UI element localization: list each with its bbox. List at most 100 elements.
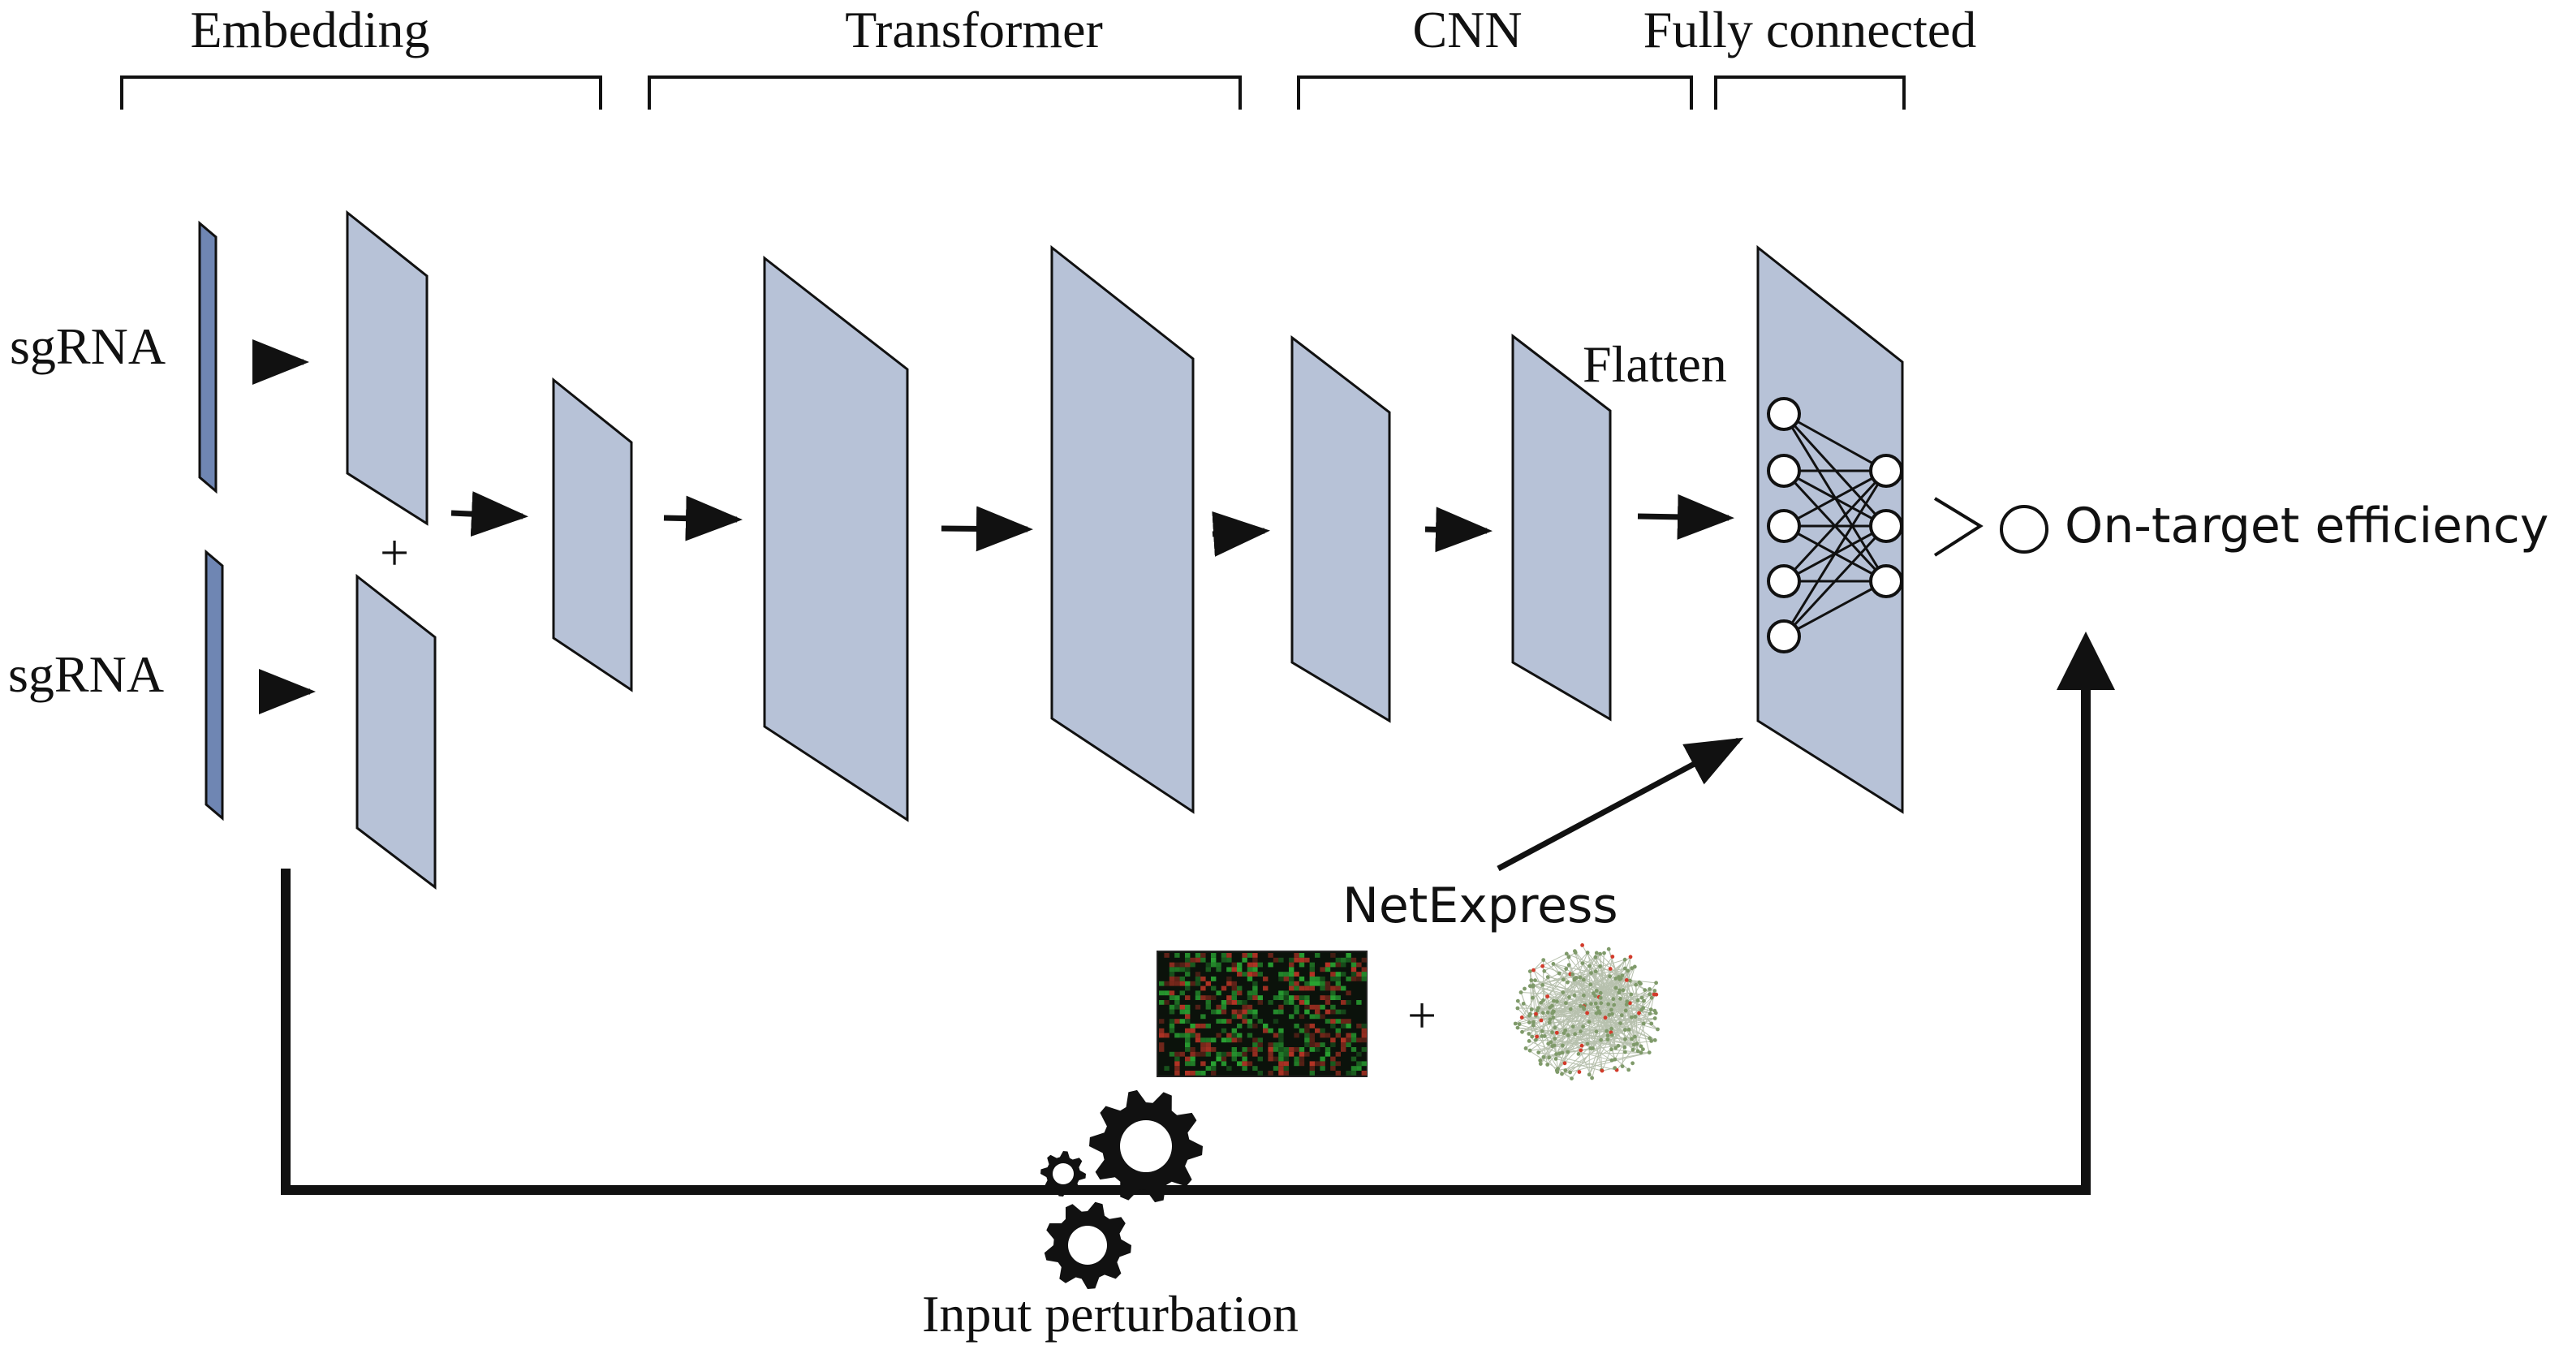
network-edge	[1552, 1032, 1635, 1046]
nn-edge	[1783, 469, 1887, 528]
heatmap-cell	[1195, 1024, 1201, 1028]
heatmap-cell	[1159, 990, 1165, 996]
network-node	[1547, 1020, 1552, 1025]
network-node	[1557, 971, 1562, 976]
heatmap-cell	[1221, 1037, 1227, 1043]
network-node	[1623, 1028, 1627, 1033]
heatmap-cell	[1169, 1024, 1175, 1028]
heatmap-cell	[1179, 990, 1185, 996]
heatmap-cell	[1289, 962, 1294, 968]
network-edge	[1562, 1052, 1650, 1075]
network-node	[1541, 958, 1546, 962]
network-node	[1641, 1006, 1646, 1010]
heatmap-cell	[1304, 1033, 1310, 1038]
network-node	[1589, 971, 1593, 976]
sgrna-bottom-input-bar	[205, 549, 224, 821]
heatmap-cell	[1179, 962, 1185, 968]
heatmap-cell	[1226, 1037, 1232, 1043]
network-node	[1612, 1003, 1617, 1007]
network-node	[1539, 1018, 1544, 1023]
network-node	[1630, 1047, 1635, 1052]
section-label-cnn: CNN	[1412, 1, 1522, 58]
heatmap-cell	[1283, 1047, 1289, 1052]
heatmap-cell	[1294, 1004, 1299, 1010]
heatmap-cell	[1185, 962, 1191, 968]
network-node	[1599, 1001, 1604, 1006]
network-node	[1623, 1037, 1627, 1041]
network-node	[1581, 977, 1586, 982]
heatmap-cell	[1341, 1000, 1346, 1005]
heatmap-cell	[1211, 953, 1217, 958]
network-node	[1609, 1058, 1614, 1063]
heatmap-cell	[1350, 1033, 1357, 1038]
network-node	[1643, 988, 1648, 992]
heatmap-cell	[1309, 977, 1315, 981]
heatmap-cell	[1273, 1047, 1279, 1052]
network-node	[1578, 975, 1583, 980]
network-node	[1527, 969, 1532, 973]
heatmap-cell	[1221, 1028, 1227, 1033]
nn-edge	[1782, 524, 1888, 638]
heatmap-cell	[1185, 957, 1191, 963]
network-node	[1641, 1047, 1645, 1051]
heatmap-cell	[1185, 981, 1191, 986]
network-node	[1607, 1012, 1612, 1017]
arrow-netexpress-to-fc	[1497, 737, 1744, 872]
heatmap-cell	[1304, 985, 1310, 991]
network-edge	[1562, 1049, 1612, 1075]
nn-output-node	[1869, 564, 1903, 598]
heatmap-cell	[1309, 1042, 1315, 1047]
heatmap-cell	[1278, 1051, 1284, 1057]
heatmap-cell	[1226, 1066, 1232, 1071]
network-node	[1580, 961, 1585, 965]
network-node	[1622, 966, 1627, 971]
network-node	[1552, 1043, 1557, 1048]
network-edge	[1515, 1008, 1571, 1024]
network-node	[1566, 980, 1570, 985]
heatmap-cell	[1278, 1004, 1284, 1010]
heatmap-cell	[1205, 981, 1211, 986]
heatmap-cell	[1268, 962, 1273, 968]
network-node	[1587, 964, 1592, 968]
heatmap-cell	[1361, 1028, 1367, 1033]
heatmap-cell	[1185, 1071, 1191, 1076]
network-node	[1625, 999, 1630, 1004]
nn-edge	[1783, 580, 1887, 638]
network-node	[1541, 1054, 1546, 1059]
network-edge	[1533, 969, 1639, 1052]
network-node	[1585, 1011, 1589, 1015]
network-node	[1626, 1028, 1631, 1032]
heatmap-cell	[1289, 981, 1294, 986]
heatmap-cell	[1252, 1051, 1258, 1057]
heatmap-cell	[1263, 1024, 1269, 1028]
heatmap-cell	[1289, 995, 1294, 1000]
network-node	[1618, 996, 1622, 1001]
network-node	[1648, 1036, 1652, 1041]
heatmap-cell	[1211, 1037, 1217, 1043]
heatmap-cell	[1341, 1042, 1346, 1047]
heatmap-cell	[1159, 1042, 1165, 1047]
heatmap-cell	[1299, 1000, 1305, 1005]
heatmap-cell	[1330, 1004, 1336, 1010]
network-node	[1613, 1046, 1618, 1050]
network-edge	[1533, 953, 1567, 971]
heatmap-cell	[1216, 1033, 1221, 1038]
network-edge	[1552, 1031, 1597, 1047]
heatmap-cell	[1278, 1061, 1284, 1067]
network-node	[1618, 988, 1622, 993]
nn-input-node	[1767, 619, 1801, 653]
heatmap-cell	[1346, 1071, 1351, 1076]
heatmap-cell	[1346, 957, 1351, 963]
heatmap-cell	[1341, 985, 1346, 991]
heatmap-cell	[1185, 1061, 1191, 1067]
network-node	[1593, 955, 1598, 959]
heatmap-cell	[1335, 962, 1341, 968]
network-node	[1523, 986, 1527, 991]
network-node	[1539, 1000, 1544, 1005]
heatmap-cell	[1185, 972, 1191, 977]
heatmap-cell	[1247, 953, 1253, 958]
heatmap-cell	[1289, 1051, 1294, 1057]
heatmap-cell	[1242, 1066, 1247, 1071]
network-node	[1560, 1072, 1564, 1076]
heatmap-cell	[1174, 1051, 1180, 1057]
